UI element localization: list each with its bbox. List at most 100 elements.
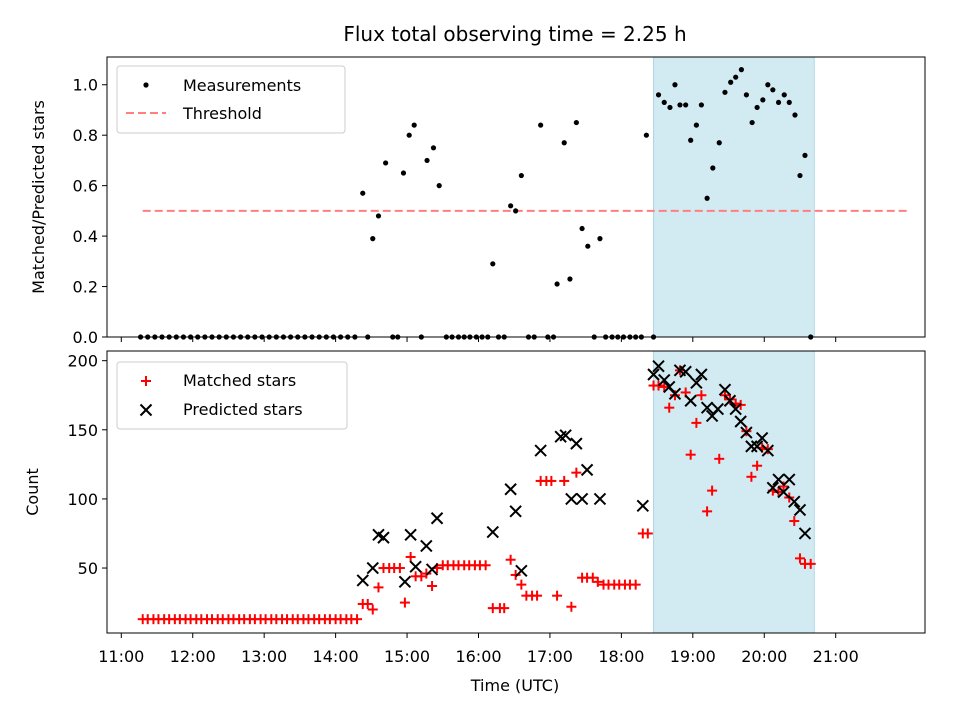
measurement-point xyxy=(802,152,808,158)
matched-star-point xyxy=(499,603,510,614)
top-y-tick-label: 0.4 xyxy=(73,227,98,246)
top-y-tick-label: 0.2 xyxy=(73,278,98,297)
predicted-star-point xyxy=(798,527,812,540)
matched-star-point xyxy=(552,590,563,601)
predicted-star-point xyxy=(711,402,725,416)
bottom-y-tick-label: 100 xyxy=(67,490,98,509)
matched-star-point xyxy=(571,467,582,478)
legend-predicted-label: Predicted stars xyxy=(183,400,303,419)
measurement-point xyxy=(661,99,667,106)
measurement-point xyxy=(490,261,496,267)
matched-star-point xyxy=(714,453,725,464)
x-tick-label: 12:00 xyxy=(170,647,216,666)
measurement-point xyxy=(677,102,683,108)
predicted-star-point xyxy=(690,376,703,390)
top-observing-window xyxy=(653,56,815,338)
matched-star-point xyxy=(510,569,521,580)
measurement-point xyxy=(698,102,704,108)
measurement-point xyxy=(406,132,412,138)
predicted-star-point xyxy=(679,365,692,378)
bottom-y-tick-label: 50 xyxy=(78,559,98,578)
predicted-star-point xyxy=(398,575,412,589)
matched-star-point xyxy=(789,516,800,527)
measurement-point xyxy=(538,122,544,128)
matched-star-point xyxy=(778,481,789,492)
predicted-star-point xyxy=(788,495,801,508)
predicted-star-point xyxy=(515,564,528,578)
chart-title: Flux total observing time = 2.25 h xyxy=(343,22,686,46)
predicted-star-point xyxy=(377,531,390,544)
predicted-star-point xyxy=(636,499,650,513)
predicted-star-point xyxy=(534,444,547,457)
measurement-point xyxy=(754,104,760,111)
bottom-y-tick-label: 150 xyxy=(67,421,98,440)
legend-measurement-marker xyxy=(143,82,149,88)
measurement-point xyxy=(383,160,389,166)
measurement-point xyxy=(728,79,734,85)
predicted-star-point xyxy=(409,560,422,573)
top-legend: Measurements Threshold xyxy=(116,65,346,134)
measurement-point xyxy=(760,97,766,103)
measurement-point xyxy=(643,132,649,138)
predicted-star-point xyxy=(404,528,417,542)
predicted-star-point xyxy=(559,429,572,442)
top-y-tick-label: 0.0 xyxy=(73,328,98,347)
matched-star-point xyxy=(592,576,603,587)
predicted-star-point xyxy=(793,503,807,517)
bottom-panel: 50 100 150 200 Count 11:00 12:00 13:00 14:00 15:0… xyxy=(23,350,926,666)
matched-star-point xyxy=(685,449,696,460)
bottom-y-tick-label: 200 xyxy=(67,352,98,371)
predicted-star-point xyxy=(734,415,747,428)
predicted-star-point xyxy=(658,373,671,387)
predicted-star-point xyxy=(740,426,753,439)
matched-star-point xyxy=(394,563,405,574)
top-frame xyxy=(106,56,926,338)
matched-star-point xyxy=(532,590,543,601)
matched-star-point xyxy=(707,485,718,496)
predicted-star-point xyxy=(777,485,790,499)
matched-star-point xyxy=(367,604,378,615)
predicted-star-point xyxy=(570,437,583,450)
x-tick-label: 11:00 xyxy=(98,647,144,666)
predicted-star-point xyxy=(593,492,607,506)
matched-star-point xyxy=(659,381,670,392)
x-tick-label: 21:00 xyxy=(813,647,859,666)
measurement-point xyxy=(597,236,603,242)
legend-predicted-marker xyxy=(139,403,153,417)
legend-threshold-label: Threshold xyxy=(182,104,262,123)
measurement-point xyxy=(710,165,716,171)
measurement-point xyxy=(436,183,442,189)
measurement-point xyxy=(360,190,366,196)
predicted-star-point xyxy=(580,463,594,477)
bottom-y-axis-label: Count xyxy=(23,468,42,516)
predicted-star-point xyxy=(366,561,379,575)
predicted-star-point xyxy=(783,473,796,486)
predicted-star-point xyxy=(718,383,732,396)
x-tick-label: 17:00 xyxy=(527,647,573,666)
measurement-point xyxy=(683,102,689,108)
predicted-star-point xyxy=(509,505,522,518)
x-tick-label: 15:00 xyxy=(384,647,430,666)
predicted-star-point xyxy=(745,440,758,453)
matched-star-point xyxy=(427,581,438,591)
top-y-tick-label: 0.8 xyxy=(73,126,98,145)
measurement-point xyxy=(765,82,771,88)
predicted-star-point xyxy=(700,401,714,414)
measurement-point xyxy=(573,119,579,126)
predicted-star-point xyxy=(684,394,697,407)
matched-star-point xyxy=(505,554,516,565)
x-tick-label: 16:00 xyxy=(455,647,501,666)
matched-star-point xyxy=(805,558,816,569)
predicted-star-point xyxy=(652,359,665,373)
top-y-tick-label: 0.6 xyxy=(73,177,98,196)
top-y-tick-label: 1.0 xyxy=(73,76,98,95)
predicted-star-point xyxy=(356,574,369,587)
measurement-point xyxy=(792,112,798,118)
matched-star-point xyxy=(653,380,664,391)
x-tick-label: 20:00 xyxy=(741,647,787,666)
measurement-point xyxy=(508,203,514,209)
measurement-point xyxy=(733,74,739,80)
measurement-point xyxy=(411,122,417,128)
matched-star-point xyxy=(691,417,702,428)
measurement-point xyxy=(400,170,407,176)
